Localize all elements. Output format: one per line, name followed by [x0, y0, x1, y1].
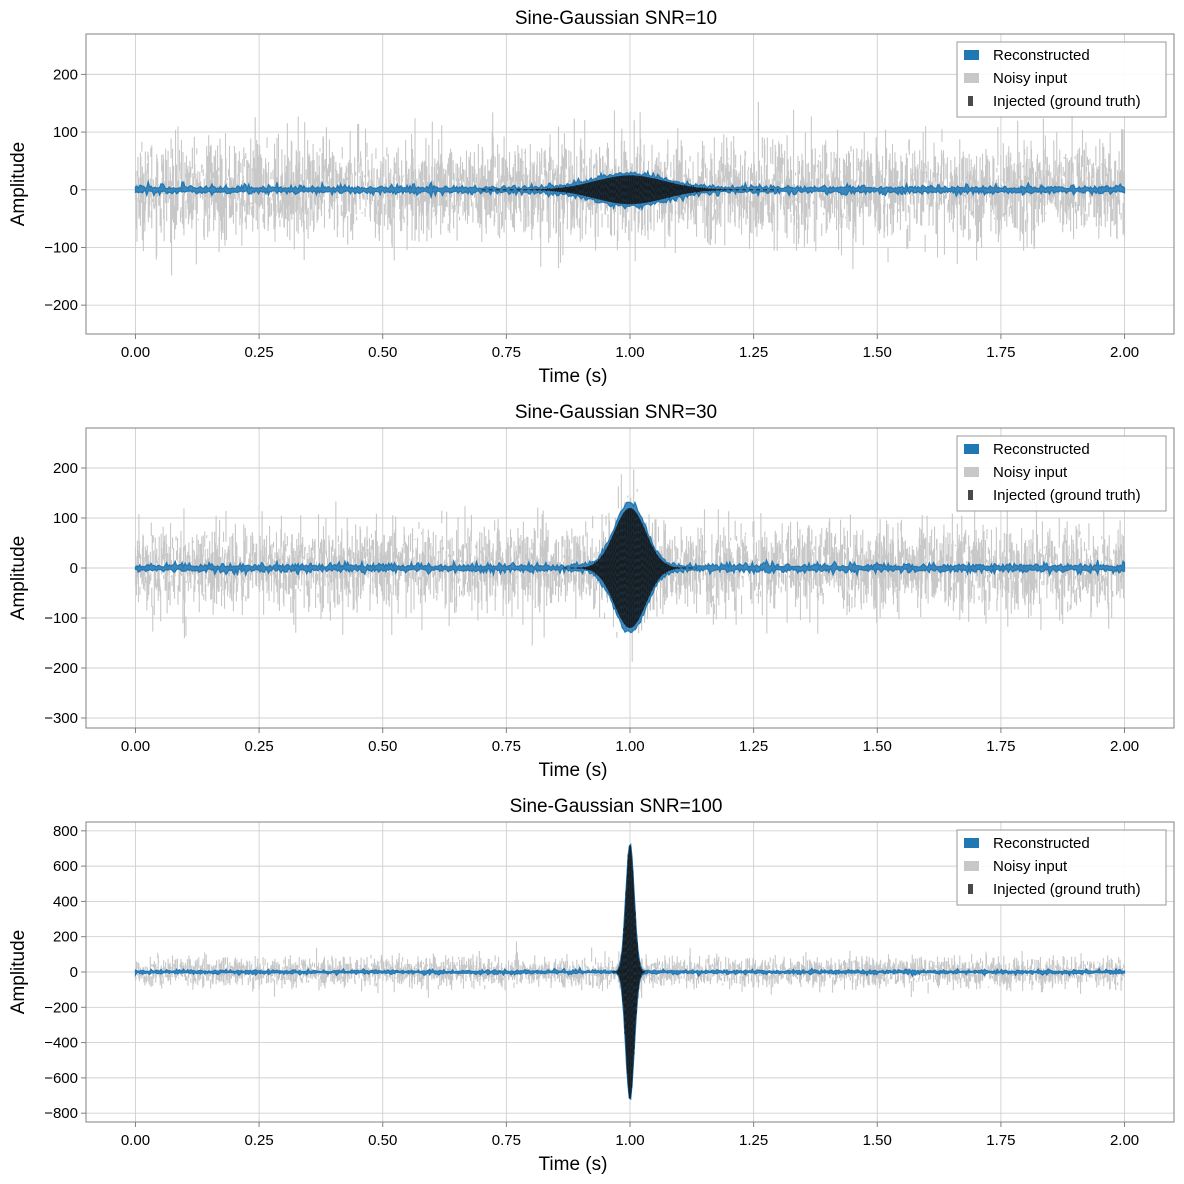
legend-box: [956, 829, 1167, 906]
legend-swatch-noisy-input: [964, 73, 979, 83]
y-tick-label: −200: [44, 999, 78, 1016]
y-tick-label: 0: [70, 182, 78, 199]
x-tick-label: 1.50: [863, 738, 892, 755]
legend-swatch-reconstructed: [964, 50, 979, 60]
legend-label: Injected (ground truth): [993, 487, 1141, 504]
legend-swatch-noisy-input: [964, 861, 979, 871]
y-tick-label: 0: [70, 560, 78, 577]
legend-label: Reconstructed: [993, 47, 1090, 64]
y-tick-label: 600: [53, 858, 78, 875]
x-tick-label: 0.25: [244, 738, 273, 755]
y-axis: −300 −200 −100 0 100 200: [44, 460, 86, 727]
legend-label: Reconstructed: [993, 835, 1090, 852]
legend-label: Injected (ground truth): [993, 881, 1141, 898]
legend-label: Noisy input: [993, 464, 1068, 481]
x-tick-label: 0.50: [368, 738, 397, 755]
panel-snr10: 0.00 0.25 0.50 0.75 1.00 1.25 1.50 1.75 2.00 −200…: [8, 8, 1175, 387]
legend-swatch-injected: [968, 490, 973, 500]
series-injected-ground-truth: [563, 508, 697, 628]
x-tick-label: 0.25: [244, 344, 273, 361]
panel-snr30: 0.00 0.25 0.50 0.75 1.00 1.25 1.50 1.75 2.00 −300…: [8, 402, 1175, 781]
y-axis-label: Amplitude: [8, 142, 29, 227]
x-tick-label: 1.75: [986, 738, 1015, 755]
y-tick-label: 400: [53, 893, 78, 910]
y-tick-label: −100: [44, 239, 78, 256]
y-tick-label: −200: [44, 297, 78, 314]
x-tick-label: 0.50: [368, 344, 397, 361]
series-injected-ground-truth: [481, 175, 779, 205]
x-tick-label: 1.50: [863, 344, 892, 361]
plot-area: [134, 469, 1126, 662]
x-tick-label: 1.00: [615, 1132, 644, 1149]
x-tick-label: 0.00: [121, 738, 150, 755]
x-tick-label: 1.50: [863, 1132, 892, 1149]
x-tick-label: 1.00: [615, 344, 644, 361]
x-tick-label: 2.00: [1110, 738, 1139, 755]
x-axis-label: Time (s): [539, 366, 608, 387]
series-injected-ground-truth: [612, 845, 648, 1099]
x-tick-label: 0.50: [368, 1132, 397, 1149]
legend-swatch-noisy-input: [964, 467, 979, 477]
legend-box: [956, 41, 1167, 118]
x-tick-label: 2.00: [1110, 1132, 1139, 1149]
y-tick-label: 200: [53, 929, 78, 946]
plot-area: [134, 97, 1126, 276]
y-axis: −200 −100 0 100 200: [44, 66, 86, 314]
legend: Reconstructed Noisy input Injected (ground…: [956, 435, 1167, 512]
series-injected-envelope: [541, 508, 719, 628]
legend-label: Noisy input: [993, 70, 1068, 87]
plot-area: [134, 842, 1126, 1101]
y-tick-label: −200: [44, 660, 78, 677]
y-tick-label: −100: [44, 610, 78, 627]
x-tick-label: 1.75: [986, 344, 1015, 361]
y-axis-label: Amplitude: [8, 536, 29, 621]
y-axis-label: Amplitude: [8, 930, 29, 1015]
y-tick-label: 100: [53, 510, 78, 527]
panel-snr100: 0.00 0.25 0.50 0.75 1.00 1.25 1.50 1.75 2.00 −800…: [8, 796, 1175, 1175]
x-tick-label: 1.25: [739, 1132, 768, 1149]
legend-label: Reconstructed: [993, 441, 1090, 458]
y-tick-label: −300: [44, 710, 78, 727]
x-tick-label: 1.25: [739, 344, 768, 361]
y-tick-label: 0: [70, 964, 78, 981]
y-tick-label: 200: [53, 460, 78, 477]
x-axis: 0.00 0.25 0.50 0.75 1.00 1.25 1.50 1.75 2.00: [121, 1122, 1139, 1149]
x-axis-label: Time (s): [539, 1154, 608, 1175]
x-tick-label: 1.00: [615, 738, 644, 755]
x-tick-label: 2.00: [1110, 344, 1139, 361]
x-tick-label: 1.75: [986, 1132, 1015, 1149]
legend: Reconstructed Noisy input Injected (ground…: [956, 829, 1167, 906]
legend-swatch-injected: [968, 96, 973, 106]
legend: Reconstructed Noisy input Injected (ground…: [956, 41, 1167, 118]
legend-box: [956, 435, 1167, 512]
x-tick-label: 0.00: [121, 344, 150, 361]
x-tick-label: 1.25: [739, 738, 768, 755]
legend-swatch-reconstructed: [964, 838, 979, 848]
y-tick-label: −800: [44, 1105, 78, 1122]
y-tick-label: 100: [53, 124, 78, 141]
x-tick-label: 0.00: [121, 1132, 150, 1149]
legend-swatch-injected: [968, 884, 973, 894]
legend-label: Injected (ground truth): [993, 93, 1141, 110]
legend-swatch-reconstructed: [964, 444, 979, 454]
x-axis: 0.00 0.25 0.50 0.75 1.00 1.25 1.50 1.75 2.00: [121, 334, 1139, 361]
y-tick-label: 800: [53, 823, 78, 840]
x-axis-label: Time (s): [539, 760, 608, 781]
y-tick-label: −400: [44, 1035, 78, 1052]
legend-label: Noisy input: [993, 858, 1068, 875]
chart-title: Sine-Gaussian SNR=10: [515, 8, 717, 29]
y-tick-label: −600: [44, 1070, 78, 1087]
x-tick-label: 0.75: [492, 738, 521, 755]
y-tick-label: 200: [53, 66, 78, 83]
chart-title: Sine-Gaussian SNR=100: [510, 796, 723, 817]
x-axis: 0.00 0.25 0.50 0.75 1.00 1.25 1.50 1.75 2.00: [121, 728, 1139, 755]
x-tick-label: 0.25: [244, 1132, 273, 1149]
x-tick-label: 0.75: [492, 1132, 521, 1149]
chart-title: Sine-Gaussian SNR=30: [515, 402, 717, 423]
x-tick-label: 0.75: [492, 344, 521, 361]
y-axis: −800 −600 −400 −200 0 200 400 600 800: [44, 823, 86, 1122]
